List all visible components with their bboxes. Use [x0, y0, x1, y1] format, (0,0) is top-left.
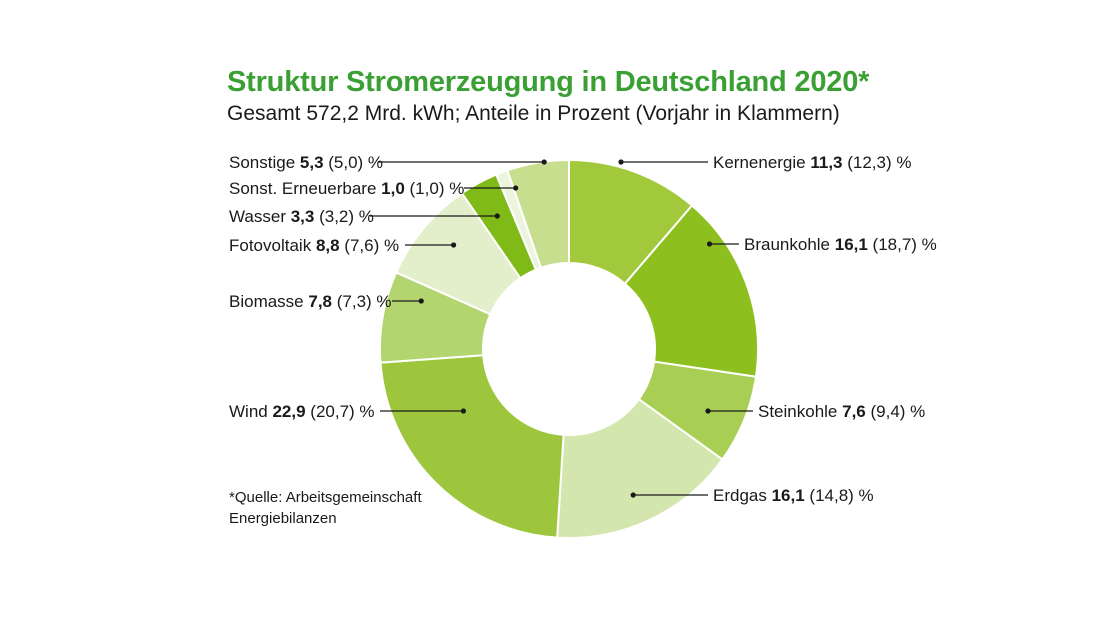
label-previous: (3,2) %	[314, 207, 374, 226]
leader-dot-biomasse	[418, 298, 424, 304]
label-previous: (7,3) %	[332, 292, 392, 311]
leader-dot-sonstige	[541, 159, 547, 165]
slice-braunkohle	[623, 204, 759, 378]
label-sonstige: Sonstige 5,3 (5,0) %	[229, 153, 383, 172]
label-steinkohle: Steinkohle 7,6 (9,4) %	[758, 402, 925, 421]
source-note-line1: *Quelle: Arbeitsgemeinschaft	[229, 489, 422, 506]
label-value: 16,1	[835, 235, 868, 254]
label-value: 5,3	[300, 153, 324, 172]
label-value: 3,3	[291, 207, 315, 226]
label-name: Wasser	[229, 207, 291, 226]
label-value: 7,8	[308, 292, 332, 311]
slice-erdgas	[556, 397, 724, 539]
chart-title: Struktur Stromerzeugung in Deutschland 2…	[227, 66, 870, 98]
label-previous: (5,0) %	[324, 153, 384, 172]
label-name: Steinkohle	[758, 402, 842, 421]
label-name: Erdgas	[713, 486, 772, 505]
label-erdgas: Erdgas 16,1 (14,8) %	[713, 486, 874, 505]
label-wind: Wind 22,9 (20,7) %	[229, 402, 375, 421]
leader-dot-kernenergie	[618, 159, 624, 165]
label-value: 7,6	[842, 402, 866, 421]
label-sonst-erneuerbare: Sonst. Erneuerbare 1,0 (1,0) %	[229, 179, 464, 198]
label-previous: (9,4) %	[866, 402, 926, 421]
leader-dot-wasser	[494, 213, 500, 219]
label-name: Sonstige	[229, 153, 300, 172]
label-wasser: Wasser 3,3 (3,2) %	[229, 207, 374, 226]
source-note-line2: Energiebilanzen	[229, 510, 337, 527]
label-value: 22,9	[272, 402, 305, 421]
leader-dot-braunkohle	[706, 241, 713, 247]
label-braunkohle: Braunkohle 16,1 (18,7) %	[744, 235, 937, 254]
slice-wind	[379, 354, 565, 539]
label-name: Fotovoltaik	[229, 236, 316, 255]
leader-dot-steinkohle	[705, 408, 711, 414]
source-note: *Quelle: Arbeitsgemeinschaft Energiebila…	[229, 487, 422, 529]
label-value: 8,8	[316, 236, 340, 255]
label-previous: (12,3) %	[843, 153, 912, 172]
leader-dot-sonst-erneuerbare	[513, 185, 519, 191]
label-value: 16,1	[772, 486, 805, 505]
label-value: 11,3	[810, 153, 842, 172]
label-name: Sonst. Erneuerbare	[229, 179, 381, 198]
label-previous: (18,7) %	[868, 235, 937, 254]
label-name: Wind	[229, 402, 272, 421]
label-name: Kernenergie	[713, 153, 810, 172]
leader-dot-fotovoltaik	[450, 242, 457, 248]
label-previous: (20,7) %	[306, 402, 375, 421]
label-fotovoltaik: Fotovoltaik 8,8 (7,6) %	[229, 236, 399, 255]
label-name: Biomasse	[229, 292, 308, 311]
label-previous: (7,6) %	[340, 236, 400, 255]
slice-sonstige	[506, 158, 570, 269]
label-previous: (1,0) %	[405, 179, 465, 198]
chart-subtitle: Gesamt 572,2 Mrd. kWh; Anteile in Prozen…	[227, 102, 840, 125]
label-previous: (14,8) %	[805, 486, 874, 505]
label-kernenergie: Kernenergie 11,3 (12,3) %	[713, 153, 911, 172]
label-biomasse: Biomasse 7,8 (7,3) %	[229, 292, 392, 311]
label-value: 1,0	[381, 179, 405, 198]
label-name: Braunkohle	[744, 235, 835, 254]
leader-dot-wind	[460, 408, 467, 414]
leader-dot-erdgas	[630, 492, 636, 498]
